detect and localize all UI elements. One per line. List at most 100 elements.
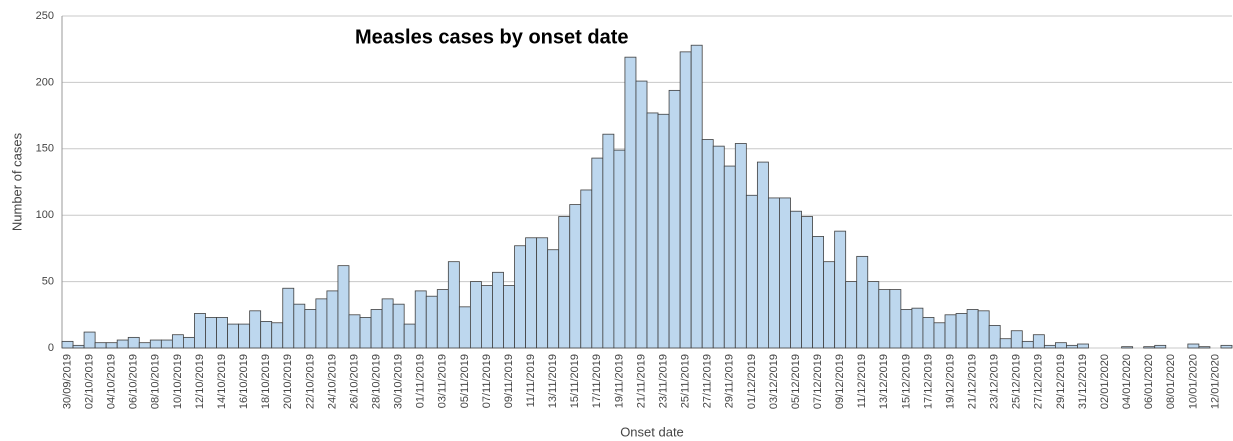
bar (779, 197, 791, 349)
bar (315, 298, 328, 349)
bar (734, 143, 747, 349)
bar (558, 216, 571, 349)
bar (61, 340, 74, 349)
bar (823, 261, 836, 349)
x-tick-label: 16/10/2019 (238, 354, 250, 409)
bar (712, 145, 725, 349)
bar (381, 298, 394, 349)
x-tick-label: 01/11/2019 (415, 354, 427, 408)
bar (1010, 330, 1023, 349)
bar (999, 338, 1012, 349)
bar (933, 322, 946, 349)
bar (436, 289, 449, 349)
bar (657, 113, 670, 349)
bar (988, 325, 1001, 349)
bar (138, 342, 151, 349)
bar (227, 323, 240, 349)
bar (1220, 344, 1233, 349)
x-tick-label: 17/12/2019 (922, 354, 934, 409)
x-tick-label: 09/11/2019 (503, 354, 515, 408)
bar (171, 334, 184, 349)
bar (756, 161, 769, 349)
x-tick-label: 27/11/2019 (702, 354, 714, 408)
x-tick-label: 09/12/2019 (834, 354, 846, 409)
y-tick-label: 100 (36, 209, 54, 221)
x-tick-label: 15/12/2019 (900, 354, 912, 409)
bar (458, 306, 471, 349)
x-tick-label: 01/12/2019 (746, 354, 758, 409)
x-tick-label: 30/10/2019 (393, 354, 405, 409)
bar (955, 313, 968, 349)
x-tick-label: 04/10/2019 (106, 354, 118, 409)
bar (768, 197, 780, 349)
bar (260, 321, 273, 349)
bar (745, 194, 758, 349)
bar (922, 317, 935, 349)
y-tick-label: 250 (36, 10, 54, 22)
bar (94, 342, 107, 349)
x-tick-label: 11/12/2019 (856, 354, 868, 408)
bar (668, 89, 681, 349)
x-tick-label: 14/10/2019 (216, 354, 228, 409)
x-tick-label: 29/12/2019 (1055, 354, 1067, 409)
x-tick-label: 07/12/2019 (812, 354, 824, 409)
x-tick-label: 25/11/2019 (680, 354, 692, 408)
x-tick-label: 20/10/2019 (282, 354, 294, 409)
bar (127, 336, 140, 349)
x-tick-label: 03/11/2019 (437, 354, 449, 408)
bar (160, 339, 173, 349)
x-tick-label: 12/01/2020 (1209, 354, 1221, 409)
x-tick-label: 02/01/2020 (1099, 354, 1111, 409)
bar (326, 290, 339, 349)
bar (359, 317, 372, 349)
x-tick-label: 19/12/2019 (944, 354, 956, 409)
x-tick-label: 21/12/2019 (967, 354, 979, 409)
x-tick-label: 10/10/2019 (172, 354, 184, 409)
bar (591, 157, 604, 349)
x-tick-label: 21/11/2019 (635, 354, 647, 408)
y-axis-label: Number of cases (9, 132, 24, 231)
bar (1121, 346, 1134, 349)
x-tick-label: 17/11/2019 (591, 354, 603, 408)
x-tick-label: 08/10/2019 (150, 354, 162, 409)
bar (889, 289, 902, 349)
bar (205, 317, 217, 349)
bar (1143, 346, 1156, 349)
x-tick-label: 11/11/2019 (525, 354, 537, 407)
x-tick-label: 06/10/2019 (128, 354, 140, 409)
bar (834, 230, 847, 349)
x-tick-label: 24/10/2019 (326, 354, 338, 409)
bar (348, 314, 361, 349)
x-tick-label: 05/11/2019 (459, 354, 471, 408)
bar (249, 310, 262, 349)
bar (679, 51, 692, 349)
x-tick-label: 25/12/2019 (1011, 354, 1023, 409)
bar (812, 236, 825, 349)
bar (116, 339, 129, 349)
bar (293, 303, 306, 349)
x-tick-label: 05/12/2019 (790, 354, 802, 409)
bar (1198, 346, 1211, 349)
bar (547, 249, 560, 349)
bar (1066, 344, 1078, 349)
x-tick-label: 07/11/2019 (481, 354, 493, 408)
bar (83, 331, 96, 349)
bar (447, 261, 460, 349)
bar (304, 309, 317, 349)
bar (944, 314, 957, 349)
x-tick-label: 18/10/2019 (260, 354, 272, 409)
bar (194, 313, 206, 349)
bar (900, 309, 913, 349)
bar (414, 290, 427, 349)
x-tick-label: 23/12/2019 (989, 354, 1001, 409)
x-tick-label: 31/12/2019 (1077, 354, 1089, 409)
y-tick-label: 0 (48, 342, 54, 354)
x-tick-label: 30/09/2019 (61, 354, 73, 409)
bar (856, 255, 869, 349)
bar (469, 281, 482, 349)
x-tick-label: 28/10/2019 (370, 354, 382, 409)
x-tick-label: 13/11/2019 (547, 354, 559, 408)
x-tick-label: 12/10/2019 (194, 354, 206, 409)
bar (966, 309, 979, 349)
